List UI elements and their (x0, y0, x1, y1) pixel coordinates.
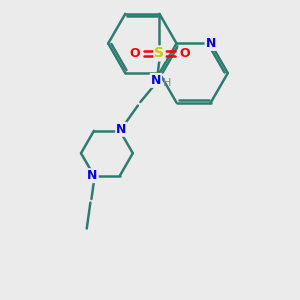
Text: S: S (154, 46, 164, 60)
Text: O: O (129, 47, 140, 60)
Text: N: N (116, 123, 127, 136)
Text: O: O (179, 47, 190, 60)
Text: N: N (206, 37, 216, 50)
Text: N: N (151, 74, 161, 87)
Text: N: N (87, 169, 98, 182)
Text: H: H (163, 78, 171, 88)
